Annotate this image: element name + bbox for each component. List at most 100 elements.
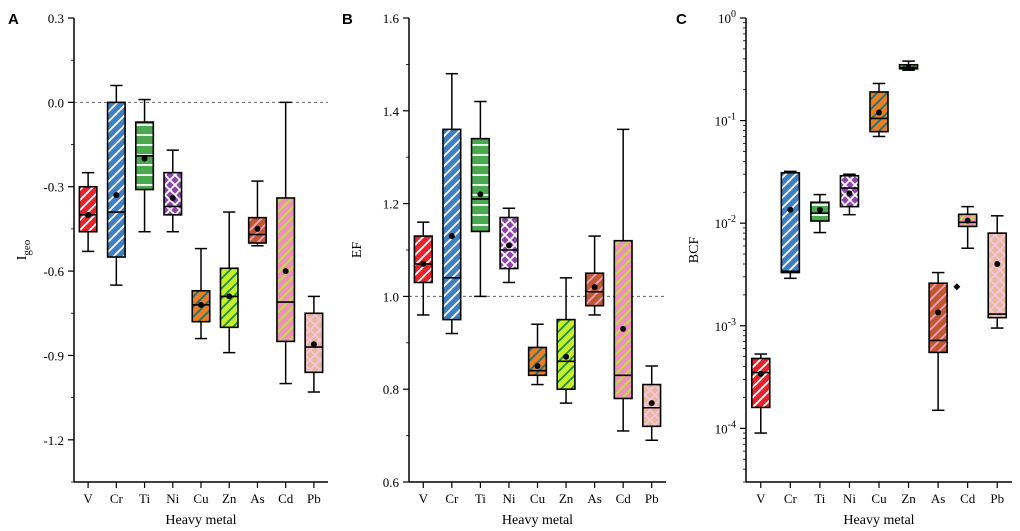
x-tick-label: Zn bbox=[222, 491, 237, 506]
box-v: V bbox=[750, 353, 771, 506]
box-pb: Pb bbox=[304, 295, 324, 506]
x-tick-label: As bbox=[250, 491, 264, 506]
y-tick-label: 1.4 bbox=[383, 104, 400, 119]
x-tick-label: Ti bbox=[139, 491, 150, 506]
iqr-box bbox=[442, 128, 462, 321]
y-tick-label: 1.2 bbox=[383, 197, 399, 212]
x-tick-label: As bbox=[931, 491, 945, 506]
mean-point bbox=[198, 301, 204, 308]
mean-point bbox=[787, 206, 794, 213]
mean-point bbox=[113, 192, 120, 199]
y-tick-label: 0.6 bbox=[383, 475, 400, 490]
box-cd: Cd bbox=[613, 128, 633, 506]
x-tick-label: Zn bbox=[901, 491, 916, 506]
panel-letter-b: B bbox=[342, 11, 353, 28]
mean-point bbox=[477, 191, 484, 198]
y-tick-label: 1.0 bbox=[383, 289, 399, 304]
y-tick-label: 10-4 bbox=[715, 419, 736, 436]
x-tick-label: Pb bbox=[307, 491, 321, 506]
panel-c-bcf: C 100 10-1 10-2 10-3 10-4 BCF Heavy metal V Cr Ti… bbox=[676, 9, 1012, 528]
y-tick-label: 10-1 bbox=[715, 112, 736, 129]
mean-point bbox=[534, 363, 541, 369]
mean-point bbox=[169, 194, 176, 201]
mean-point bbox=[505, 242, 512, 249]
y-tick-label: -1.2 bbox=[43, 433, 64, 448]
mean-point bbox=[85, 211, 92, 218]
iqr-box bbox=[78, 185, 98, 233]
x-tick-label: Cd bbox=[616, 491, 632, 506]
mean-point bbox=[648, 400, 655, 407]
iqr-box bbox=[470, 137, 491, 233]
y-tick-label: 0.0 bbox=[48, 95, 64, 110]
y-tick-label: -0.3 bbox=[43, 180, 64, 195]
x-tick-label: Pb bbox=[990, 491, 1004, 506]
y-tick-label: -0.6 bbox=[43, 264, 64, 279]
outlier-point bbox=[953, 283, 961, 291]
x-axis-title: Heavy metal bbox=[843, 513, 914, 528]
iqr-box bbox=[750, 357, 771, 409]
mean-point bbox=[254, 225, 261, 232]
mean-point bbox=[620, 325, 627, 332]
box-zn: Zn bbox=[556, 277, 576, 506]
box-cr: Cr bbox=[780, 170, 801, 506]
box-cd: Cd bbox=[953, 205, 978, 506]
box-v: V bbox=[413, 221, 433, 506]
x-axis-title: Heavy metal bbox=[165, 513, 236, 528]
mean-point bbox=[994, 261, 1001, 268]
box-pb: Pb bbox=[987, 215, 1008, 506]
x-tick-label: Ti bbox=[814, 491, 825, 506]
box-cd: Cd bbox=[276, 101, 296, 506]
x-tick-label: Cr bbox=[110, 491, 124, 506]
box-as: As bbox=[928, 271, 948, 506]
mean-point bbox=[757, 370, 764, 377]
y-tick-label: -0.9 bbox=[43, 348, 64, 363]
iqr-box bbox=[106, 101, 126, 258]
box-ni: Ni bbox=[839, 173, 860, 506]
y-tick-label: 0.8 bbox=[383, 382, 399, 397]
box-cr: Cr bbox=[106, 84, 126, 506]
x-tick-label: Cr bbox=[784, 491, 798, 506]
x-tick-label: Ti bbox=[475, 491, 486, 506]
y-axis-title: Igeo bbox=[15, 239, 33, 260]
box-cr: Cr bbox=[442, 72, 462, 506]
y-axis-title: EF bbox=[350, 242, 365, 259]
box-ni: Ni bbox=[499, 207, 519, 506]
box-pb: Pb bbox=[642, 365, 662, 506]
mean-point bbox=[563, 353, 570, 360]
mean-point bbox=[816, 206, 823, 213]
iqr-box bbox=[163, 171, 183, 216]
box-ti: Ti bbox=[810, 193, 830, 506]
x-tick-label: Cu bbox=[530, 491, 546, 506]
box-v: V bbox=[78, 171, 98, 506]
x-tick-label: Cu bbox=[871, 491, 887, 506]
mean-point bbox=[935, 309, 942, 316]
x-tick-label: V bbox=[419, 491, 429, 506]
y-tick-label: 10-2 bbox=[715, 214, 736, 231]
iqr-box bbox=[613, 239, 633, 400]
iqr-box bbox=[987, 232, 1008, 319]
x-tick-label: Cd bbox=[960, 491, 976, 506]
panel-b-ef: B 1.6 1.4 1.2 1.0 0.8 0.6 EF Heavy metal V Cr Ti Ni… bbox=[342, 11, 666, 528]
iqr-box bbox=[413, 235, 433, 284]
box-zn: Zn bbox=[219, 211, 239, 506]
x-tick-label: Pb bbox=[645, 491, 659, 506]
x-axis-title: Heavy metal bbox=[502, 513, 573, 528]
iqr-box bbox=[928, 282, 948, 354]
mean-point bbox=[846, 190, 853, 197]
x-tick-label: As bbox=[587, 491, 601, 506]
mean-point bbox=[591, 284, 598, 291]
panel-letter-a: A bbox=[8, 11, 19, 28]
box-cu: Cu bbox=[869, 82, 889, 506]
x-tick-label: Cd bbox=[278, 491, 294, 506]
iqr-box bbox=[527, 346, 548, 377]
y-tick-label: 1.6 bbox=[383, 11, 400, 26]
panel-letter-c: C bbox=[676, 11, 687, 28]
x-tick-label: Zn bbox=[559, 491, 574, 506]
mean-point bbox=[876, 109, 882, 116]
x-tick-label: V bbox=[83, 491, 93, 506]
x-tick-label: Ni bbox=[166, 491, 179, 506]
box-as: As bbox=[247, 180, 267, 506]
mean-point bbox=[141, 155, 148, 162]
y-tick-label: 0.3 bbox=[48, 11, 64, 26]
